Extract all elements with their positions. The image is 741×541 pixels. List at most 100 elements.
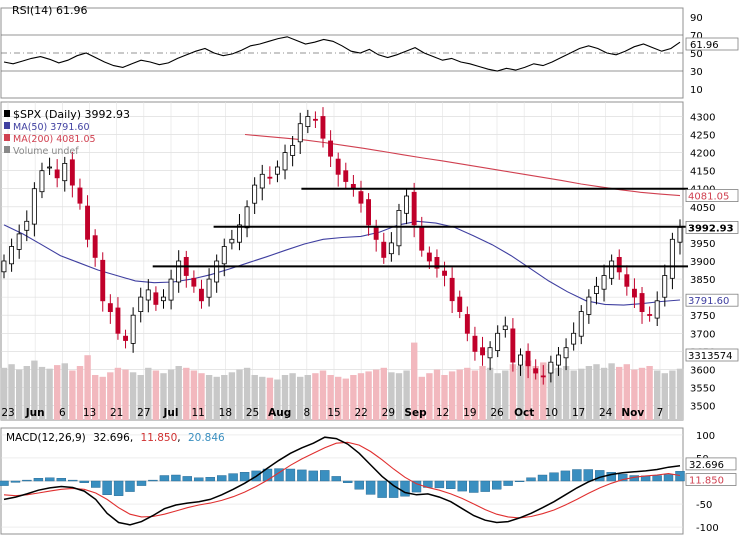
volume-bar <box>236 369 243 420</box>
volume-bar <box>578 368 585 420</box>
candle-down <box>100 259 106 302</box>
x-tick-label: Jun <box>25 407 45 419</box>
volume-bar <box>562 366 570 420</box>
candle-down <box>510 328 516 363</box>
volume-bar <box>502 370 509 420</box>
macd-label-value: 32.696 <box>689 460 724 471</box>
candle-down <box>320 116 326 139</box>
price-label-value: 3791.60 <box>688 296 729 307</box>
x-tick-label: Sep <box>404 407 427 419</box>
x-tick-label: Nov <box>621 407 644 419</box>
candle-down <box>335 158 341 175</box>
candle-down <box>616 256 622 273</box>
macd-histogram-bar <box>446 480 456 490</box>
candle-down <box>442 270 447 276</box>
volume-bar <box>479 366 486 420</box>
candle-up <box>31 188 37 225</box>
macd-histogram-bar <box>469 480 479 493</box>
rsi-y-tick: 50 <box>690 49 703 60</box>
volume-bar <box>555 367 562 420</box>
macd-histogram-bar <box>388 480 399 498</box>
x-tick-label: 18 <box>219 407 232 419</box>
rsi-title: RSI(14) 61.96 <box>12 4 87 17</box>
candle-up <box>518 354 523 366</box>
candle-up <box>16 233 22 250</box>
macd-title-label: MACD(12,26,9) <box>6 432 86 444</box>
candle-down <box>123 335 128 341</box>
volume-bar <box>365 371 372 420</box>
volume-bar <box>152 370 160 420</box>
candle-down <box>77 187 83 204</box>
candle-down <box>647 314 653 316</box>
macd-histogram-bar <box>400 480 410 497</box>
candle-up <box>677 226 683 243</box>
rsi-current-value: 61.96 <box>690 40 719 51</box>
candle-down <box>457 296 463 313</box>
x-tick-label: 13 <box>83 407 96 419</box>
volume-bar <box>418 376 425 420</box>
candle-up <box>229 238 235 244</box>
candle-up <box>601 275 607 290</box>
candle-up <box>236 224 242 243</box>
volume-bar <box>61 363 68 420</box>
candle-up <box>130 314 136 344</box>
candle-down <box>480 347 485 356</box>
macd-histogram-bar <box>56 478 66 482</box>
price-y-tick: 3500 <box>690 402 715 413</box>
macd-histogram-bar <box>503 480 513 486</box>
candle-up <box>609 260 615 279</box>
candle-up <box>282 152 288 171</box>
volume-bar <box>335 376 342 420</box>
price-label-box <box>685 348 739 362</box>
volume-bar <box>16 369 23 420</box>
volume-bar <box>380 367 387 420</box>
volume-bars <box>0 342 684 420</box>
candle-down <box>464 314 470 334</box>
volume-bar <box>654 370 661 420</box>
macd-histogram-bar <box>228 473 238 482</box>
candlesticks <box>1 107 683 385</box>
candle-up <box>145 289 151 301</box>
candle-down <box>419 227 425 251</box>
price-y-tick: 4300 <box>690 112 715 123</box>
x-tick-label: 22 <box>354 407 367 419</box>
candle-up <box>571 332 577 345</box>
macd-histogram-bar <box>113 480 124 496</box>
x-tick-label: 24 <box>599 407 613 419</box>
candle-up <box>62 162 68 182</box>
price-label-box <box>685 293 739 307</box>
legend-label: MA(50) 3791.60 <box>13 122 90 133</box>
volume-bar <box>46 368 53 420</box>
x-tick-label: 26 <box>490 407 504 419</box>
candle-up <box>396 209 402 247</box>
macd-histogram-bar <box>308 470 318 482</box>
candle-up <box>24 220 30 231</box>
macd-label-box <box>685 473 737 486</box>
price-y-tick: 3750 <box>690 311 715 322</box>
candle-down <box>191 277 197 287</box>
macd-histogram-bar <box>79 480 89 483</box>
volume-bar <box>593 364 600 420</box>
rsi-y-tick: 30 <box>690 67 703 78</box>
macd-signal-line <box>3 441 681 519</box>
macd-histogram-bar <box>136 480 147 486</box>
volume-bar <box>471 370 479 420</box>
volume-bar <box>23 366 30 420</box>
price-panel: 4300425042004150410040504000395039003850… <box>0 101 739 534</box>
volume-bar <box>38 366 46 420</box>
candle-down <box>411 191 417 226</box>
candle-up <box>654 300 660 319</box>
volume-bar <box>99 376 106 420</box>
candle-up <box>290 144 296 156</box>
volume-bar <box>145 367 152 420</box>
volume-bar <box>76 366 84 420</box>
volume-bar <box>532 366 539 420</box>
macd-histogram-bar <box>22 479 32 482</box>
candle-down <box>632 288 637 298</box>
macd-histogram-bar <box>663 474 674 482</box>
price-y-tick: 3950 <box>690 239 715 250</box>
macd-label-value: 11.850 <box>689 476 724 487</box>
volume-bar <box>190 370 198 420</box>
volume-bar <box>669 370 676 420</box>
